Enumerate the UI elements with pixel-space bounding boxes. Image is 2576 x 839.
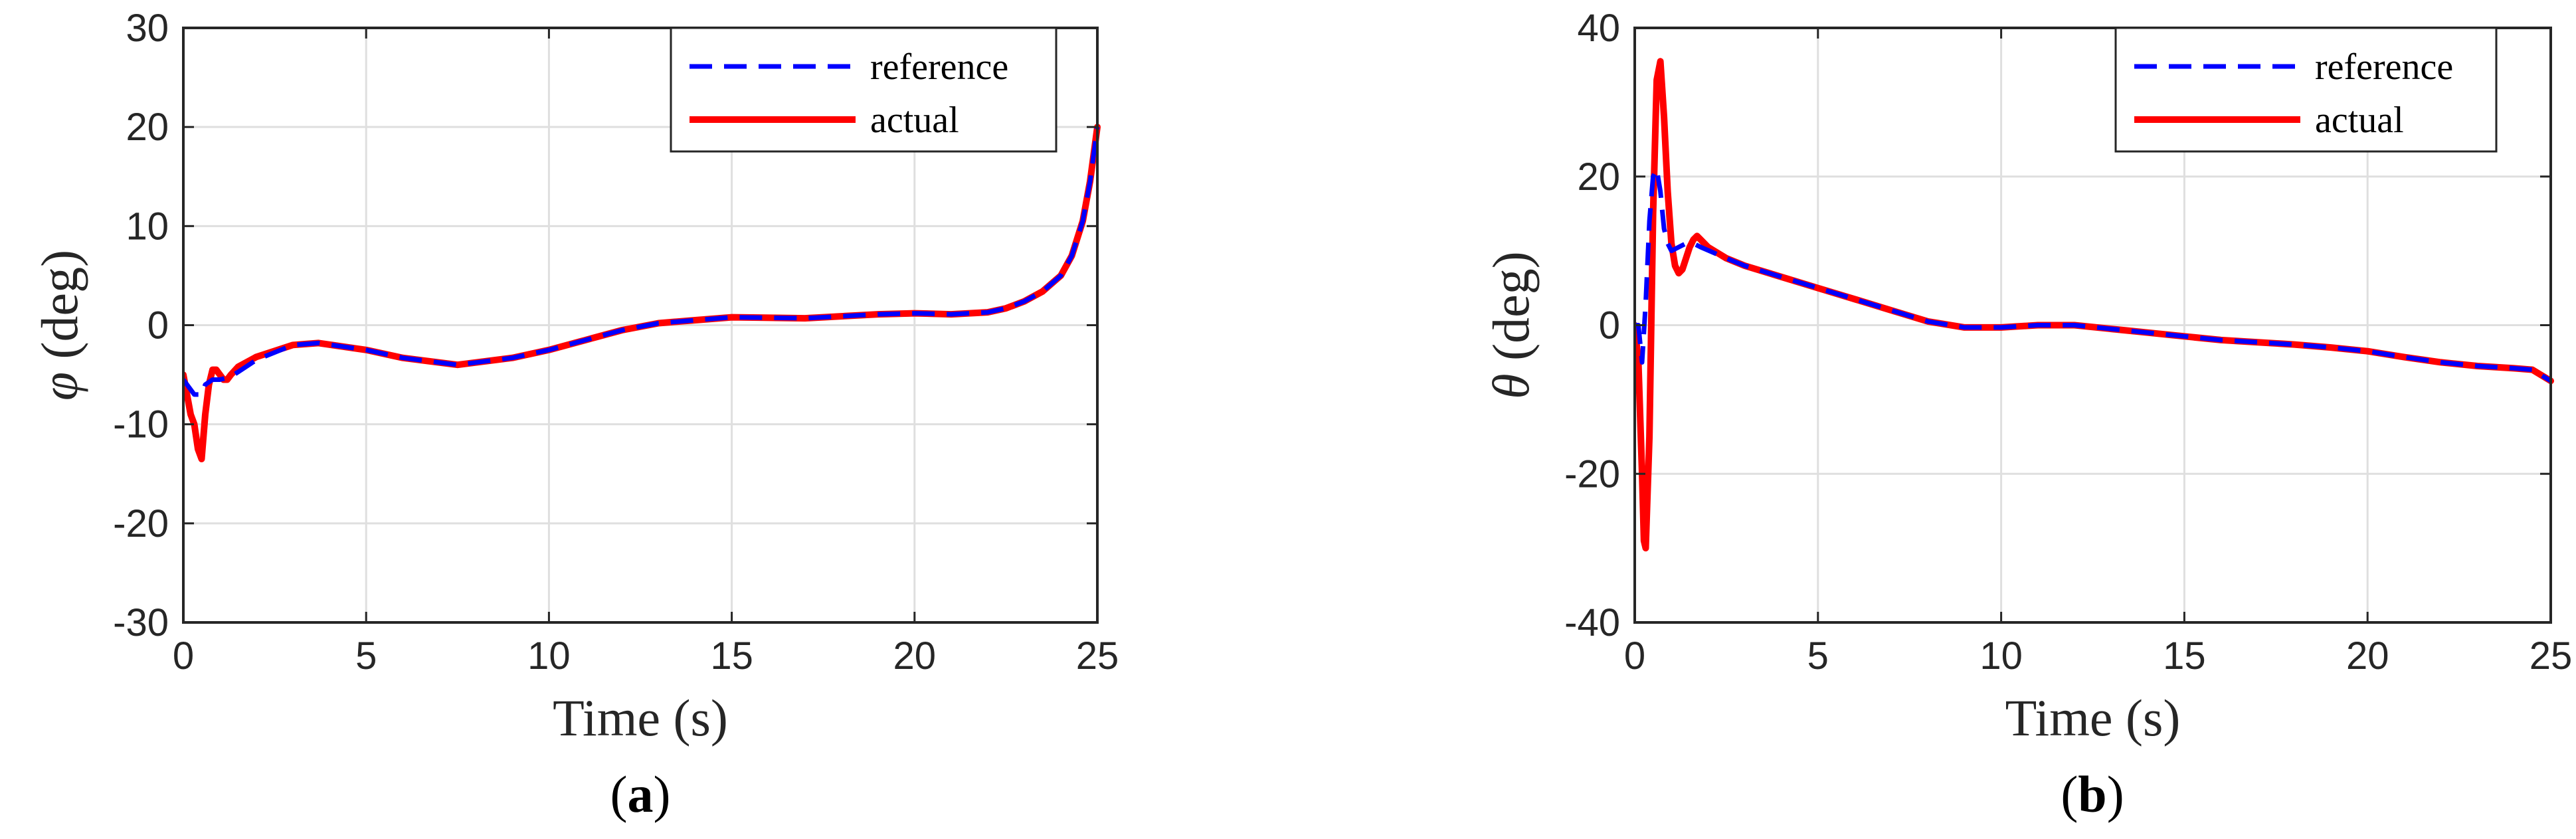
legend: reference actual [2114,27,2498,153]
series-line-actual [183,124,1101,462]
panel-caption: (b) [2061,765,2124,823]
y-tick-label: -40 [1564,601,1620,644]
x-tick-label: 15 [710,634,753,678]
legend-label-actual: actual [870,100,959,141]
legend-box [670,27,1058,153]
y-tick-label: 30 [126,7,169,50]
y-tick-label: 20 [1577,155,1620,199]
y-axis-unit: (deg) [1482,251,1540,361]
x-axis-title: Time (s) [2005,689,2181,747]
x-tick-label: 20 [2346,634,2389,678]
x-tick-label: 25 [1076,634,1119,678]
y-tick-label: 0 [1599,304,1620,347]
y-tick-label: -20 [113,502,169,545]
x-tick-label: 5 [1807,634,1829,678]
y-axis-symbol: φ [31,372,88,401]
y-tick-label: -30 [113,601,169,644]
legend-label-reference: reference [870,47,1008,88]
y-tick-label: -10 [113,403,169,446]
y-axis-unit: (deg) [31,250,88,359]
x-tick-label: 5 [355,634,377,678]
y-tick-label: 0 [147,304,169,347]
legend: reference actual [670,27,1058,153]
legend-label-reference: reference [2315,47,2453,88]
y-axis-title: φ (deg) [31,250,88,401]
y-tick-label: 40 [1577,7,1620,50]
x-tick-label: 10 [1979,634,2023,678]
y-axis-title: θ (deg) [1482,251,1540,399]
chart-panel-b: 0 5 10 15 20 25 -40 -20 0 20 40 Time (s) θ (deg) refe… [1482,7,2572,823]
legend-box [2114,27,2498,153]
series-line-reference [1635,167,2552,383]
y-axis-symbol: θ [1482,373,1540,399]
x-tick-label: 10 [527,634,571,678]
x-tick-label: 15 [2163,634,2206,678]
x-tick-label: 25 [2530,634,2573,678]
y-tick-label: 10 [126,205,169,248]
y-tick-label: -20 [1564,452,1620,496]
chart-panel-a: 0 5 10 15 20 25 -30 -20 -10 0 10 20 30 Time (s) φ (deg… [31,7,1119,823]
series-line-reference [183,126,1100,397]
x-tick-label: 0 [173,634,194,678]
x-tick-label: 0 [1624,634,1645,678]
legend-label-actual: actual [2315,100,2404,141]
panel-caption: (a) [610,765,671,823]
x-tick-label: 20 [893,634,937,678]
x-axis-title: Time (s) [553,689,728,747]
y-tick-label: 20 [126,106,169,149]
